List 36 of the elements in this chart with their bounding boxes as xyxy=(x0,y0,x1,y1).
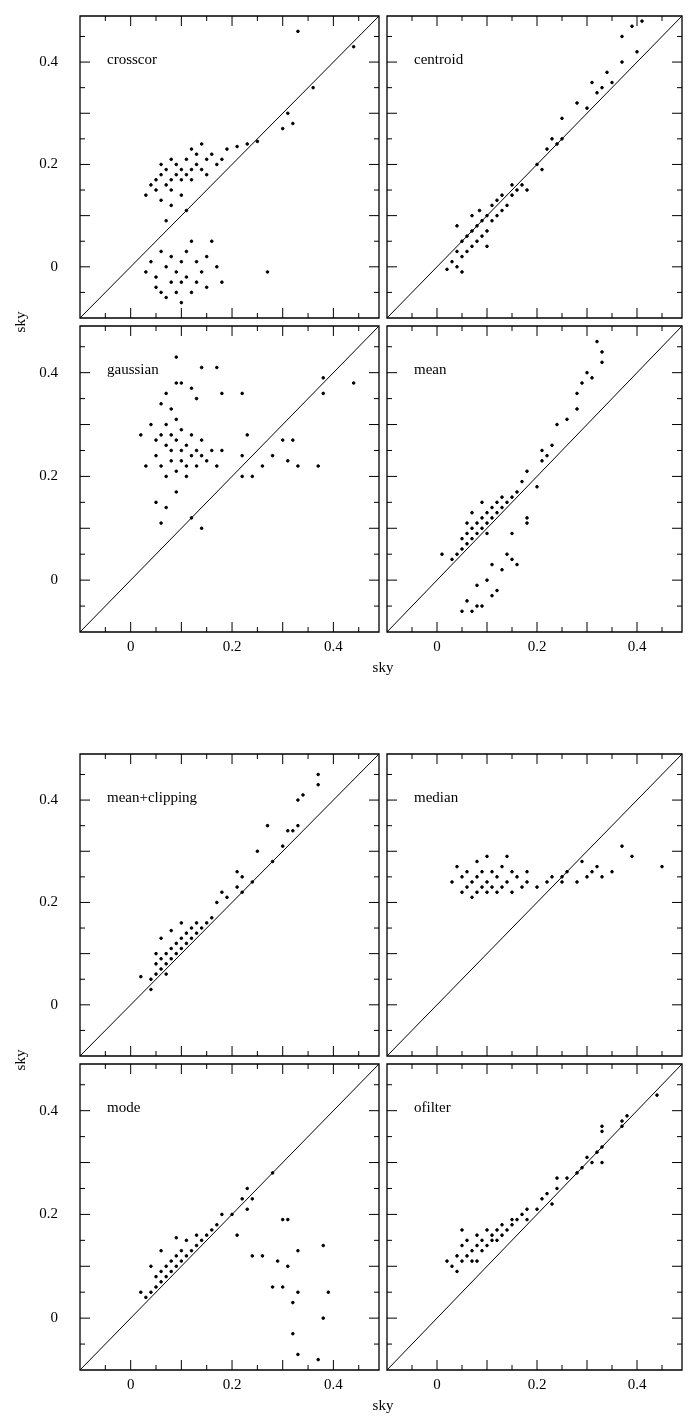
x-axis-title: sky xyxy=(372,659,394,676)
x-tick-label: 0.4 xyxy=(627,1375,647,1392)
y-axis-title: sky xyxy=(11,311,29,333)
x-tick-label: 0.2 xyxy=(527,637,547,654)
x-tick-label: 0.4 xyxy=(324,637,344,654)
y-tick-label: 0.2 xyxy=(39,893,58,910)
y-tick-label: 0 xyxy=(50,571,58,588)
y-tick-label: 0.2 xyxy=(39,155,58,172)
x-tick-label: 0.2 xyxy=(222,1375,242,1392)
y-tick-label: 0.4 xyxy=(39,53,59,70)
text: mode xyxy=(107,1098,141,1115)
y-tick-label: 0 xyxy=(50,257,58,274)
x-tick-label: 0 xyxy=(126,1375,135,1392)
x-tick-label: 0.4 xyxy=(324,1375,344,1392)
text: gaussian xyxy=(107,360,160,377)
text: mean+clipping xyxy=(107,788,198,805)
text: mean xyxy=(414,360,447,377)
y-tick-label: 0 xyxy=(50,995,58,1012)
x-axis-title: sky xyxy=(372,1397,394,1414)
text: ofilter xyxy=(414,1098,451,1115)
y-tick-label: 0.4 xyxy=(39,1101,59,1118)
x-tick-label: 0.2 xyxy=(527,1375,547,1392)
x-tick-label: 0.2 xyxy=(222,637,242,654)
y-tick-label: 0.4 xyxy=(39,363,59,380)
y-tick-label: 0.4 xyxy=(39,791,59,808)
x-tick-label: 0.4 xyxy=(627,637,647,654)
text: crosscor xyxy=(107,50,157,67)
x-tick-label: 0 xyxy=(433,637,441,654)
y-tick-label: 0 xyxy=(50,1309,58,1326)
y-tick-label: 0.2 xyxy=(39,1205,58,1222)
y-tick-label: 0.2 xyxy=(39,467,58,484)
x-tick-label: 0 xyxy=(433,1375,441,1392)
x-tick-label: 0 xyxy=(126,637,135,654)
text: centroid xyxy=(414,50,464,67)
text: median xyxy=(414,788,459,805)
y-axis-title: sky xyxy=(11,1049,29,1071)
